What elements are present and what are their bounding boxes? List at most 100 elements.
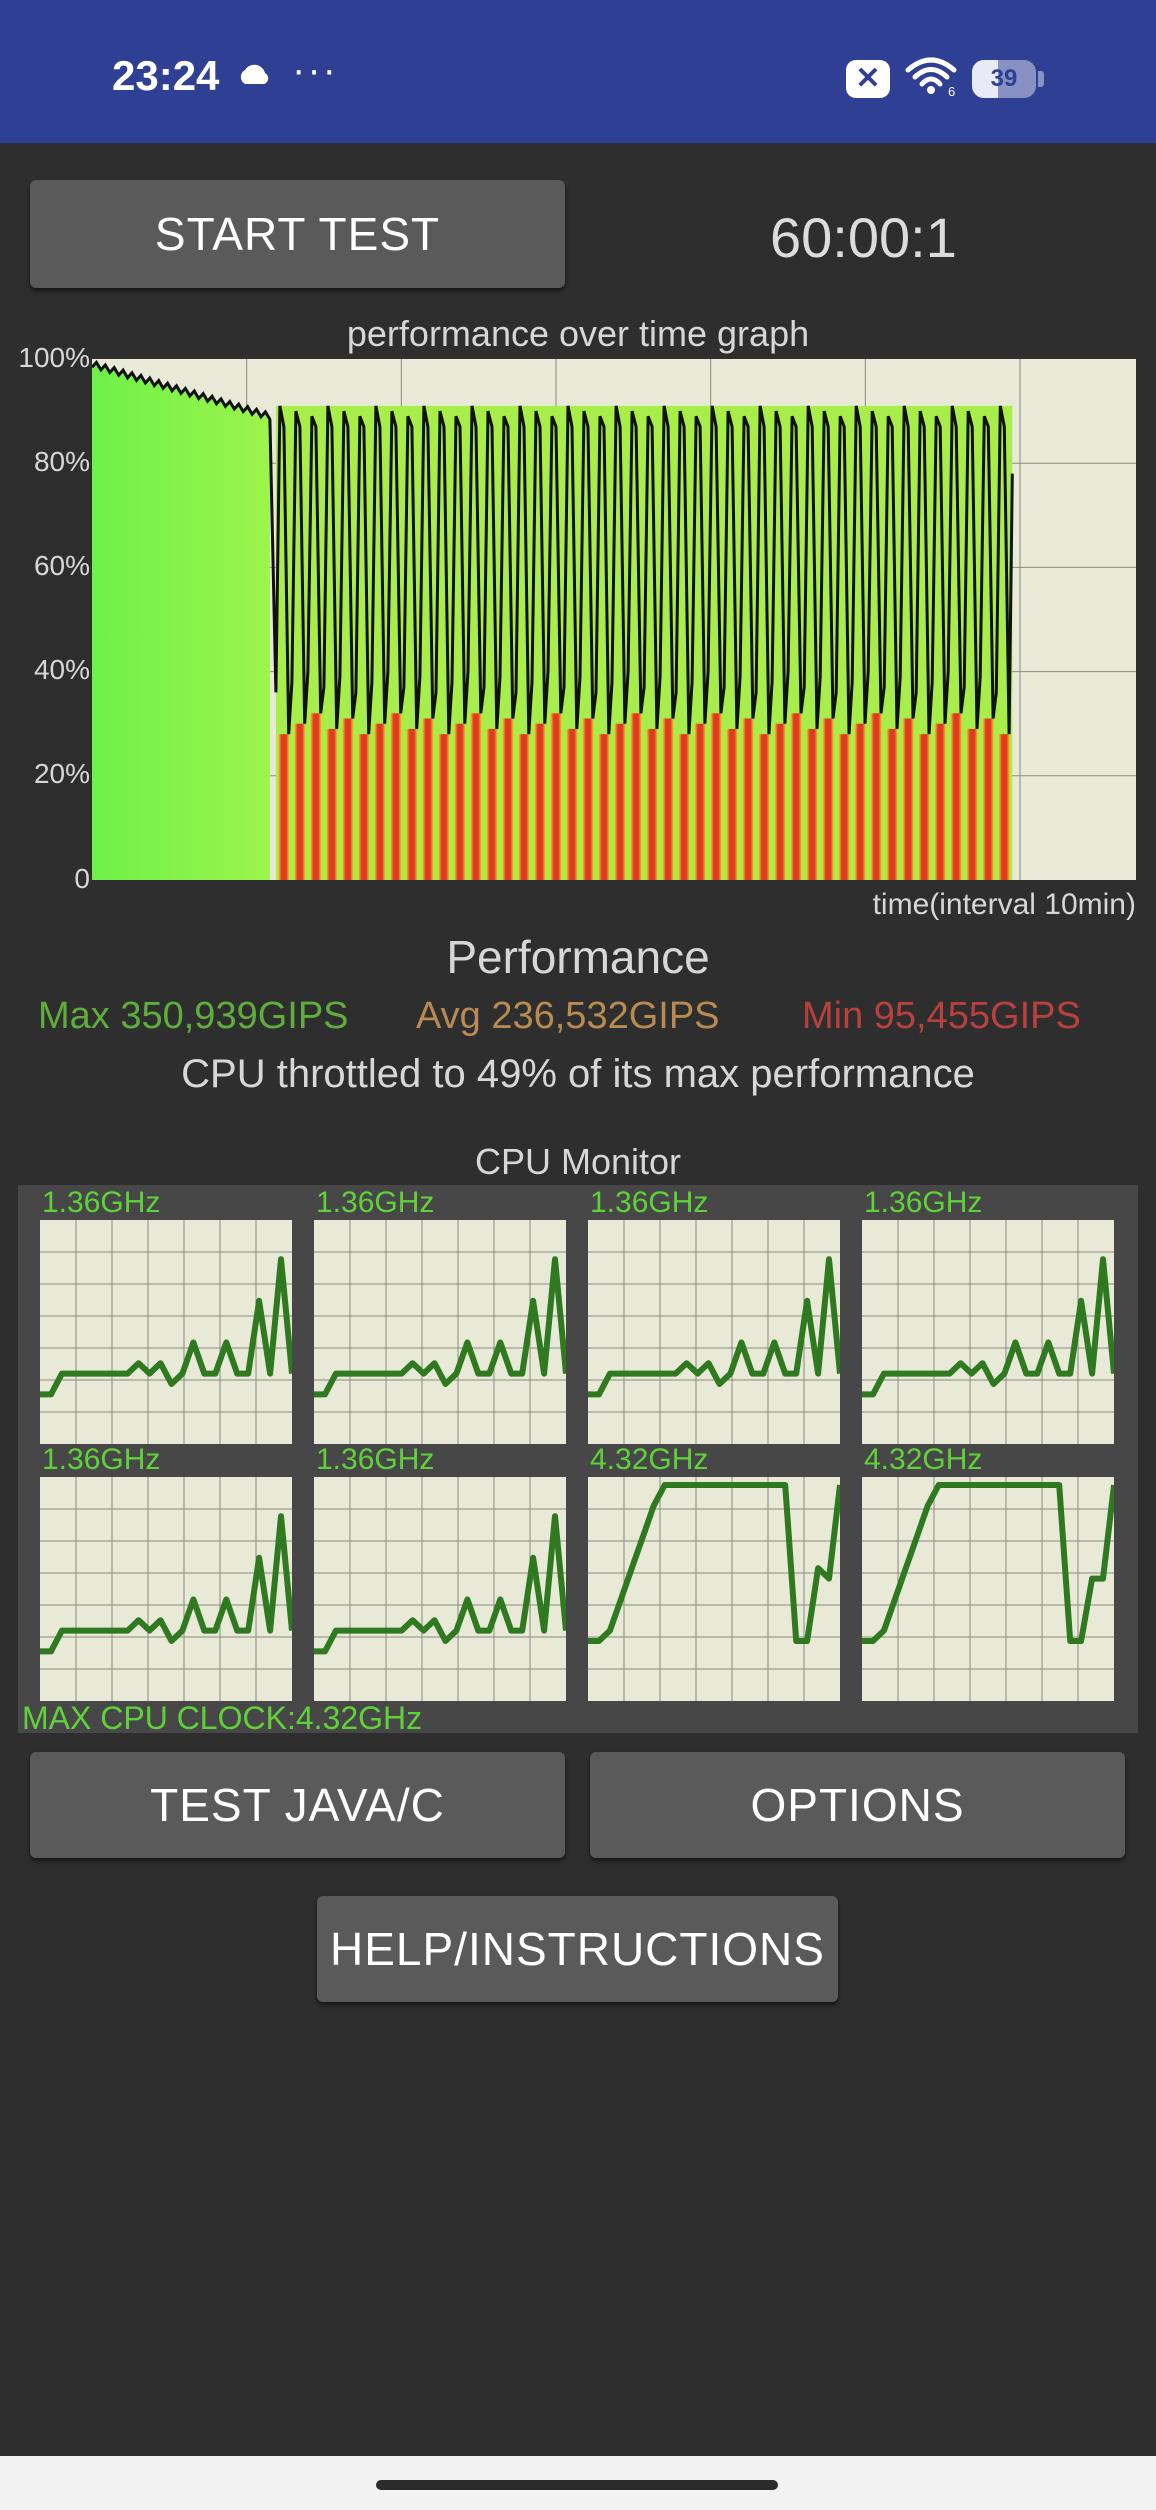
core-graph [314, 1477, 569, 1701]
x-axis-label: time(interval 10min) [872, 888, 1136, 921]
y-tick-40: 40% [33, 654, 90, 685]
throttle-bar [294, 723, 306, 880]
core-graph [588, 1220, 843, 1444]
throttle-bar [790, 713, 802, 880]
performance-chart [92, 359, 1136, 880]
throttle-bar [662, 718, 674, 880]
test-java-c-button[interactable]: TEST JAVA/C [30, 1752, 565, 1858]
y-tick-100: 100% [18, 342, 90, 373]
wifi-icon: 6 [904, 56, 958, 101]
svg-text:6: 6 [948, 84, 955, 96]
throttle-bar [566, 728, 578, 880]
throttle-bar [998, 734, 1010, 880]
y-tick-60: 60% [33, 550, 90, 581]
throttle-bar [358, 734, 370, 880]
throttle-bar [966, 728, 978, 880]
status-time: 23:24 [112, 52, 220, 99]
throttle-bar [454, 723, 466, 880]
core-frequency-line [40, 1513, 295, 1655]
core-frequency-line [314, 1256, 569, 1398]
max-cpu-clock: MAX CPU CLOCK:4.32GHz [22, 1700, 423, 1736]
home-handle[interactable] [376, 2480, 778, 2490]
throttle-bar [694, 723, 706, 880]
performance-title: Performance [446, 931, 710, 983]
graph-title: performance over time graph [346, 313, 810, 354]
core-frequency-label: 1.36GHz [864, 1186, 983, 1219]
core-frequency-line [314, 1513, 569, 1655]
throttle-bar [918, 734, 930, 880]
throttle-bar [614, 723, 626, 880]
performance-min: Min 95,455GIPS [802, 995, 1081, 1037]
performance-max: Max 350,939GIPS [38, 995, 349, 1037]
cpu-monitor-panel: 1.36GHz 1.36GHz 1.36GHz 1.36GHz 1.36GHz 1.36G… [18, 1185, 1138, 1733]
core-frequency-label: 1.36GHz [316, 1443, 435, 1476]
core-frequency-label: 1.36GHz [316, 1186, 435, 1219]
throttle-bar [886, 728, 898, 880]
throttle-bar [598, 734, 610, 880]
performance-graph [92, 359, 1136, 880]
core-frequency-label: 4.32GHz [590, 1443, 709, 1476]
throttle-bar [726, 728, 738, 880]
throttle-bar [838, 734, 850, 880]
throttle-bar [422, 718, 434, 880]
throttle-bar [390, 713, 402, 880]
throttle-bar [806, 728, 818, 880]
throttle-bar [438, 734, 450, 880]
core-frequency-line [862, 1256, 1117, 1398]
throttle-bar [950, 713, 962, 880]
battery-tip [1038, 70, 1044, 87]
y-tick-20: 20% [33, 758, 90, 789]
core-graph [40, 1220, 295, 1444]
core-frequency-label: 4.32GHz [864, 1443, 983, 1476]
cpu-monitor-title: CPU Monitor [474, 1141, 682, 1182]
options-button[interactable]: OPTIONS [590, 1752, 1125, 1858]
core-graph [588, 1477, 843, 1701]
y-tick-80: 80% [33, 446, 90, 477]
throttle-bar [934, 723, 946, 880]
core-frequency-line [588, 1256, 843, 1398]
core-frequency-label: 1.36GHz [590, 1186, 709, 1219]
core-graph [40, 1477, 295, 1701]
throttle-bar [822, 718, 834, 880]
performance-avg: Avg 236,532GIPS [416, 995, 720, 1037]
throttle-bar [902, 718, 914, 880]
throttle-bar [470, 713, 482, 880]
throttle-bar [678, 734, 690, 880]
throttle-bar [710, 713, 722, 880]
core-frequency-line [40, 1256, 295, 1398]
throttle-bar [326, 728, 338, 880]
throttle-bar [374, 723, 386, 880]
core-graph [862, 1220, 1117, 1444]
cloud-icon [236, 62, 272, 91]
core-frequency-label: 1.36GHz [42, 1186, 161, 1219]
throttle-bar [854, 723, 866, 880]
throttle-bar [582, 718, 594, 880]
throttle-bar [742, 718, 754, 880]
close-icon: ✕ [846, 59, 890, 98]
status-bar: 23:24 ··· ✕ 6 39 [0, 0, 1156, 143]
throttle-bar [278, 734, 290, 880]
throttle-bar [774, 723, 786, 880]
start-test-button[interactable]: START TEST [30, 180, 565, 288]
core-graph [314, 1220, 569, 1444]
throttle-bar [310, 713, 322, 880]
throttle-bar [550, 713, 562, 880]
throttle-bar [406, 728, 418, 880]
status-icons: ✕ 6 39 [846, 56, 1044, 101]
throttle-bar [342, 718, 354, 880]
throttle-bar [982, 718, 994, 880]
throttle-bar [518, 734, 530, 880]
help-instructions-button[interactable]: HELP/INSTRUCTIONS [317, 1896, 838, 2002]
test-timer: 60:00:1 [770, 206, 957, 269]
battery-level: 39 [990, 64, 1018, 92]
more-notifications-icon: ··· [292, 48, 338, 92]
throttle-message: CPU throttled to 49% of its max performa… [181, 1052, 975, 1096]
performance-line [92, 359, 1014, 735]
core-graph [862, 1477, 1117, 1701]
battery-icon: 39 [972, 59, 1036, 98]
throttle-bar [646, 728, 658, 880]
throttle-bar [502, 718, 514, 880]
core-frequency-line [862, 1482, 1117, 1644]
throttle-bar [870, 713, 882, 880]
initial-performance-area [92, 362, 270, 880]
